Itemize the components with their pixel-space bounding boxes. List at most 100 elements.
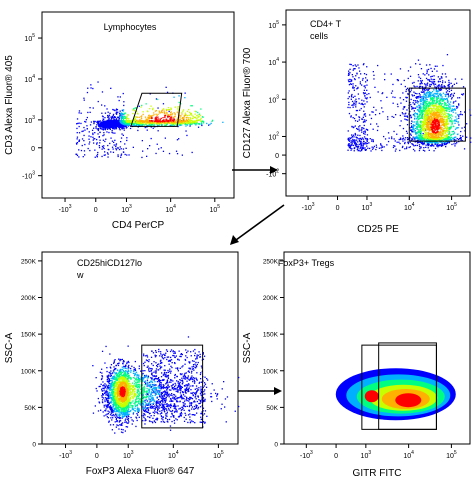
event-point [450,135,451,136]
event-point [419,64,420,65]
event-point [107,127,108,128]
event-point [414,121,415,122]
event-point [208,125,209,126]
event-point [470,137,471,138]
event-point [423,150,424,151]
event-point [94,150,95,151]
event-point [137,113,138,114]
event-point [432,105,433,106]
event-point [377,65,378,66]
event-point [353,70,354,71]
event-point [382,111,383,112]
event-point [355,99,356,100]
event-point [116,143,117,144]
event-point [179,102,180,103]
event-point [121,148,122,149]
event-point [392,84,393,85]
event-point [411,135,412,136]
event-point [197,112,198,113]
event-point [433,106,434,107]
event-point [426,101,427,102]
event-point [145,127,146,128]
event-point [429,84,430,85]
event-point [146,103,147,104]
event-point [454,145,455,146]
event-point [377,130,378,131]
event-point [174,119,175,120]
event-point [125,154,126,155]
event-point [436,94,437,95]
event-point [222,122,223,123]
event-point [78,141,79,142]
event-point [99,145,100,146]
event-point [417,127,418,128]
event-point [449,91,450,92]
event-point [200,108,201,109]
event-point [128,154,129,155]
event-point [104,127,105,128]
event-point [447,132,448,133]
event-point [364,130,365,131]
event-point [452,138,453,139]
event-point [154,124,155,125]
event-point [349,141,350,142]
event-point [363,128,364,129]
event-point [407,133,408,134]
event-point [400,68,401,69]
event-point [211,123,212,124]
event-point [454,137,455,138]
event-point [392,96,393,97]
event-point [349,145,350,146]
event-point [172,120,173,121]
event-point [361,150,362,151]
y-tick-label: 105 [24,33,35,43]
event-point [190,114,191,115]
event-point [348,92,349,93]
event-point [116,149,117,150]
event-point [128,114,129,115]
event-point [355,120,356,121]
event-point [114,110,115,111]
event-point [413,149,414,150]
event-point [160,112,161,113]
event-point [348,79,349,80]
event-point [162,112,163,113]
event-point [156,114,157,115]
event-point [413,107,414,108]
event-point [86,125,87,126]
event-point [362,80,363,81]
event-point [90,112,91,113]
event-point [425,147,426,148]
event-point [381,147,382,148]
event-point [103,129,104,130]
event-point [453,143,454,144]
event-point [190,105,191,106]
event-point [424,150,425,151]
event-point [132,109,133,110]
event-point [366,98,367,99]
event-point [123,109,124,110]
event-point [168,115,169,116]
event-point [360,148,361,149]
event-point [87,88,88,89]
event-point [442,101,443,102]
event-point [102,125,103,126]
event-point [122,111,123,112]
event-point [360,150,361,151]
event-point [351,79,352,80]
event-point [151,138,152,139]
event-point [449,84,450,85]
event-point [414,110,415,111]
event-point [96,124,97,125]
event-point [348,130,349,131]
event-point [186,120,187,121]
event-point [89,150,90,151]
event-point [201,124,202,125]
event-point [356,114,357,115]
event-point [434,68,435,69]
event-point [365,113,366,114]
event-point [451,98,452,99]
event-point [186,117,187,118]
event-point [452,106,453,107]
event-point [165,119,166,120]
